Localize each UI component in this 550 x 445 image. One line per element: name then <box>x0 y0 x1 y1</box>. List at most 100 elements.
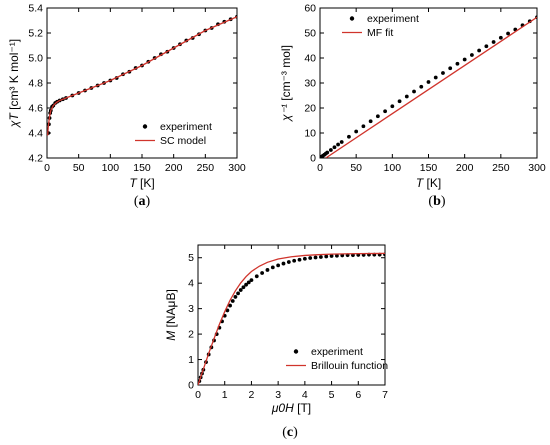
x-tick-label: 100 <box>384 162 402 174</box>
data-point <box>368 119 373 124</box>
data-point <box>328 148 333 152</box>
legend-marker <box>349 16 355 21</box>
x-tick-label: 2 <box>249 389 255 401</box>
data-point <box>339 140 344 144</box>
y-tick-label: 4.2 <box>28 153 43 165</box>
legend-entry: experiment <box>160 121 212 133</box>
x-tick-label: 150 <box>133 162 151 174</box>
legend: experiment Brillouin function <box>286 346 388 372</box>
data-point <box>455 61 460 66</box>
x-tick-label: 5 <box>329 389 335 401</box>
y-axis-label-symbol: χT <box>7 112 21 129</box>
y-axis-label-unit: [cm³ K mol⁻¹] <box>7 39 21 113</box>
data-point <box>390 104 395 109</box>
data-point <box>498 35 503 40</box>
x-tick-label: 50 <box>350 162 362 174</box>
x-axis-label-symbol: μ0H <box>271 401 294 415</box>
data-point <box>426 80 431 84</box>
data-layer <box>320 15 537 158</box>
plot-frame <box>197 244 386 386</box>
x-tick-label: 50 <box>73 162 85 174</box>
data-point <box>477 48 482 53</box>
data-point <box>244 282 248 287</box>
y-tick-label: 5 <box>188 252 194 264</box>
y-tick-label: 5.2 <box>28 28 43 40</box>
chart-panel-a: 0 50 100 150 200 250 300 4.2 4.4 4.6 4.8 5.0 5.2 5.4 T… <box>7 3 246 210</box>
data-point <box>335 253 339 258</box>
data-point <box>254 274 259 279</box>
y-tick-label: 4.4 <box>28 128 43 140</box>
x-axis-label: μ0H [T] <box>271 401 311 415</box>
data-point <box>249 278 254 283</box>
x-axis-label-unit: [T] <box>294 401 311 415</box>
x-tick-label: 0 <box>44 162 50 174</box>
x-tick-label: 6 <box>355 389 361 401</box>
x-tick-label: 150 <box>420 162 438 174</box>
data-point <box>354 129 359 134</box>
x-tick-label: 200 <box>165 162 183 174</box>
y-axis-label-unit: [NAμB] <box>164 289 178 331</box>
data-point <box>484 44 489 49</box>
y-tick-label: 0 <box>310 153 316 165</box>
data-point <box>361 124 366 129</box>
data-point <box>462 57 467 62</box>
plot-frame <box>46 7 238 159</box>
x-axis-label: T [K] <box>416 176 441 190</box>
panel-label: (a) <box>134 194 151 209</box>
y-tick-label: 50 <box>304 28 316 40</box>
data-point <box>230 299 235 303</box>
legend-entry: experiment <box>367 13 419 25</box>
x-tick-label: 0 <box>317 162 323 174</box>
y-axis-label-unit: [cm⁻³ mol] <box>279 45 293 104</box>
x-axis-label-symbol: T <box>129 176 138 190</box>
y-tick-label: 1 <box>188 354 194 366</box>
panel-label: (c) <box>282 425 298 440</box>
x-tick-label: 100 <box>102 162 120 174</box>
panel-label: (b) <box>428 194 445 209</box>
data-point <box>325 150 330 155</box>
x-tick-label: 3 <box>275 389 281 401</box>
x-axis-label-symbol: T <box>416 176 425 190</box>
y-tick-label: 5.0 <box>28 53 43 65</box>
y-axis-label: χT [cm³ K mol⁻¹] <box>7 39 21 128</box>
x-tick-label: 0 <box>195 389 201 401</box>
data-point <box>448 66 453 71</box>
data-point <box>308 256 313 260</box>
x-tick-label: 250 <box>492 162 510 174</box>
legend-entry: SC model <box>160 135 206 147</box>
legend-marker <box>293 349 299 354</box>
data-point <box>397 99 402 104</box>
x-tick-label: 300 <box>528 162 546 174</box>
y-tick-label: 40 <box>304 53 316 65</box>
data-point <box>260 271 265 275</box>
data-point <box>404 94 409 99</box>
data-point <box>506 31 510 36</box>
legend-entry: MF fit <box>367 27 393 39</box>
y-axis-label-symbol: χ⁻¹ <box>279 104 293 122</box>
chart-panel-b: 0 50 100 150 200 250 300 0 10 20 30 40 50 60 T [K] χ⁻¹ … <box>279 3 546 210</box>
y-axis-label: M [NAμB] <box>164 289 178 341</box>
y-axis-label-symbol: M <box>164 331 178 341</box>
x-tick-label: 1 <box>222 389 228 401</box>
y-tick-label: 2 <box>188 329 194 341</box>
y-axis-label: χ⁻¹ [cm⁻³ mol] <box>279 45 293 122</box>
legend-entry: Brillouin function <box>311 360 388 372</box>
y-tick-label: 3 <box>188 303 194 315</box>
data-point <box>318 255 323 259</box>
y-tick-label: 4 <box>188 278 194 290</box>
y-tick-label: 20 <box>304 103 316 115</box>
chart-panel-c: 0 1 2 3 4 5 6 7 0 1 2 3 4 5 μ0H [T] M [NAμB] experiment B… <box>164 244 388 440</box>
data-point <box>265 268 270 272</box>
data-point <box>297 257 302 262</box>
data-layer <box>47 14 237 136</box>
data-point <box>347 134 351 139</box>
series-line <box>198 252 385 385</box>
data-point <box>336 142 340 147</box>
legend: experiment SC model <box>135 121 212 147</box>
data-point <box>491 40 496 44</box>
data-point <box>246 280 251 285</box>
data-point <box>228 303 232 308</box>
data-point <box>270 265 275 270</box>
series-line <box>47 16 237 136</box>
